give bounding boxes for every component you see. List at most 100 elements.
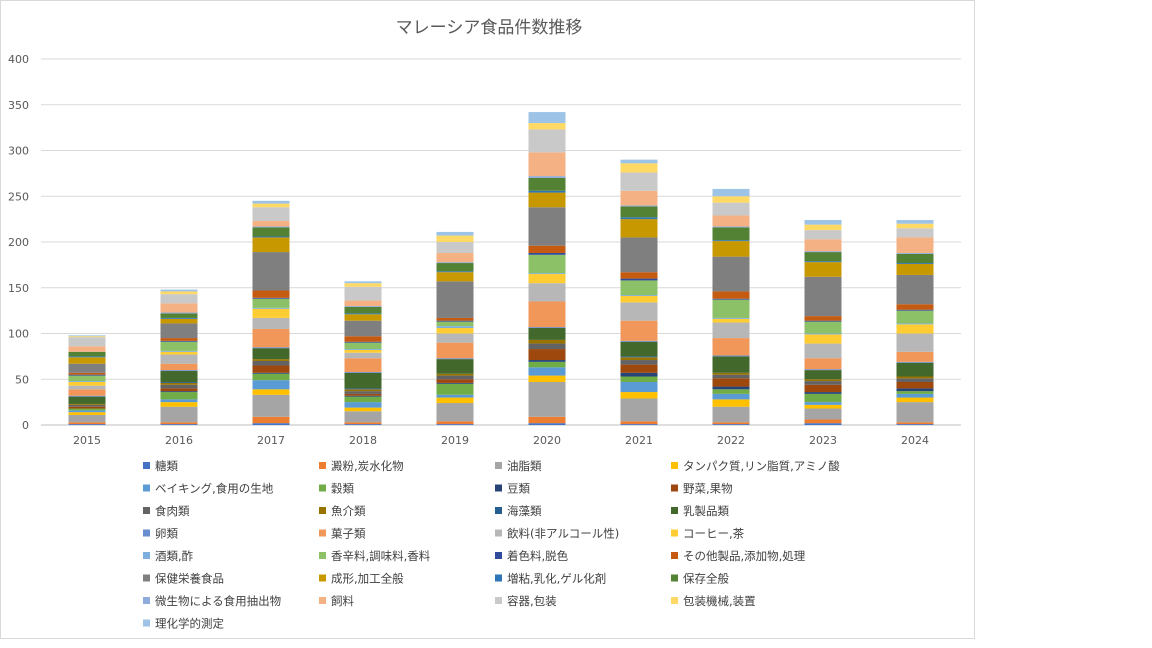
legend-label: コーヒー,茶: [683, 527, 745, 541]
legend-swatch: [319, 507, 326, 514]
bar-segment: [712, 196, 750, 203]
bar-segment: [436, 424, 474, 425]
bar-segment: [344, 422, 382, 425]
x-tick-label: 2017: [257, 434, 285, 447]
bar-segment: [620, 364, 658, 373]
bar-segment: [528, 123, 566, 130]
bar-segment: [160, 371, 198, 382]
legend-swatch: [319, 462, 326, 469]
bar-segment: [160, 294, 198, 304]
bar-segment: [804, 393, 842, 403]
bar-segment: [344, 407, 382, 412]
bar-segment: [160, 399, 198, 403]
legend-label: その他製品,添加物,処理: [683, 549, 806, 563]
bar-segment: [160, 340, 198, 342]
bar-segment: [68, 336, 106, 338]
bar-segment: [620, 205, 658, 207]
bar-segment: [344, 336, 382, 342]
bar-segment: [620, 398, 658, 422]
bar-segment: [160, 422, 198, 425]
legend-swatch: [495, 597, 502, 604]
bar-segment: [436, 421, 474, 425]
bar-segment: [436, 242, 474, 253]
bar-segment: [436, 333, 474, 343]
bar-segment: [896, 323, 934, 325]
bar-segment: [712, 240, 750, 242]
bar-segment: [528, 245, 566, 253]
legend-label: 理化学的測定: [155, 617, 224, 631]
bar-segment: [344, 411, 382, 423]
y-tick-label: 50: [15, 373, 29, 386]
bar-segment: [804, 252, 842, 262]
bar-segment: [712, 393, 750, 400]
bar-segment: [620, 341, 658, 357]
bar-segment: [804, 343, 842, 359]
legend-label: 保健栄養食品: [155, 572, 224, 586]
bar-segment: [344, 372, 382, 389]
legend-swatch: [143, 529, 150, 537]
legend-swatch: [319, 529, 326, 537]
bar-segment: [620, 360, 658, 365]
bar-segment: [620, 295, 658, 296]
bar-segment: [68, 335, 106, 337]
bar-segment: [436, 379, 474, 383]
bar-segment: [804, 333, 842, 335]
bar-segment: [252, 359, 290, 361]
bar-segment: [896, 228, 934, 238]
bar-segment: [68, 381, 106, 386]
bar-segment: [436, 373, 474, 376]
bar-segment: [68, 404, 106, 407]
bar-segment: [804, 321, 842, 334]
legend-label: 成形,加工全般: [331, 572, 404, 586]
bar-segment: [436, 320, 474, 322]
bar-segment: [804, 316, 842, 321]
x-tick-label: 2023: [809, 434, 837, 447]
legend-label: 包装機械,装置: [683, 594, 756, 608]
legend-swatch: [495, 552, 502, 559]
bar-segment: [68, 396, 106, 404]
bar-segment: [160, 363, 198, 371]
bar-segment: [896, 361, 934, 363]
bar-segment: [528, 192, 566, 208]
legend-label: 飲料(非アルコール性): [507, 527, 619, 541]
bar-segment: [436, 326, 474, 329]
bar-segment: [528, 339, 566, 344]
bar-segment: [68, 363, 106, 373]
bar-segment: [436, 321, 474, 327]
legend-label: 保存全般: [683, 572, 729, 586]
bar-segment: [804, 276, 842, 317]
bar-segment: [252, 200, 290, 204]
bar-segment: [528, 361, 566, 368]
bar-segment: [896, 402, 934, 423]
bar-segment: [804, 262, 842, 277]
y-tick-label: 400: [8, 53, 29, 66]
x-tick-label: 2015: [73, 434, 101, 447]
bar-segment: [620, 340, 658, 342]
bar-segment: [712, 318, 750, 323]
bar-segment: [344, 389, 382, 392]
legend-swatch: [495, 484, 502, 492]
bar-segment: [252, 423, 290, 425]
bar-segment: [252, 290, 290, 298]
legend-swatch: [495, 462, 502, 469]
bar-segment: [712, 378, 750, 387]
bar-segment: [528, 343, 566, 350]
bar-segment: [252, 380, 290, 390]
legend-label: 酒類,酢: [155, 549, 194, 563]
bar-segment: [68, 346, 106, 352]
y-tick-label: 200: [8, 236, 29, 249]
bar-segment: [68, 406, 106, 409]
bar-segment: [436, 397, 474, 404]
bar-segment: [804, 379, 842, 382]
bar-segment: [528, 283, 566, 302]
bar-segment: [436, 342, 474, 359]
legend-swatch: [143, 507, 150, 514]
y-tick-label: 250: [8, 190, 29, 203]
bar-segment: [344, 286, 382, 301]
bar-segment: [252, 328, 290, 348]
bar-segment: [68, 356, 106, 358]
bar-segment: [436, 359, 474, 374]
legend-label: タンパク質,リン脂質,アミノ酸: [683, 459, 840, 473]
legend-label: ベイキング,食用の生地: [155, 482, 274, 496]
bar-segment: [252, 237, 290, 253]
